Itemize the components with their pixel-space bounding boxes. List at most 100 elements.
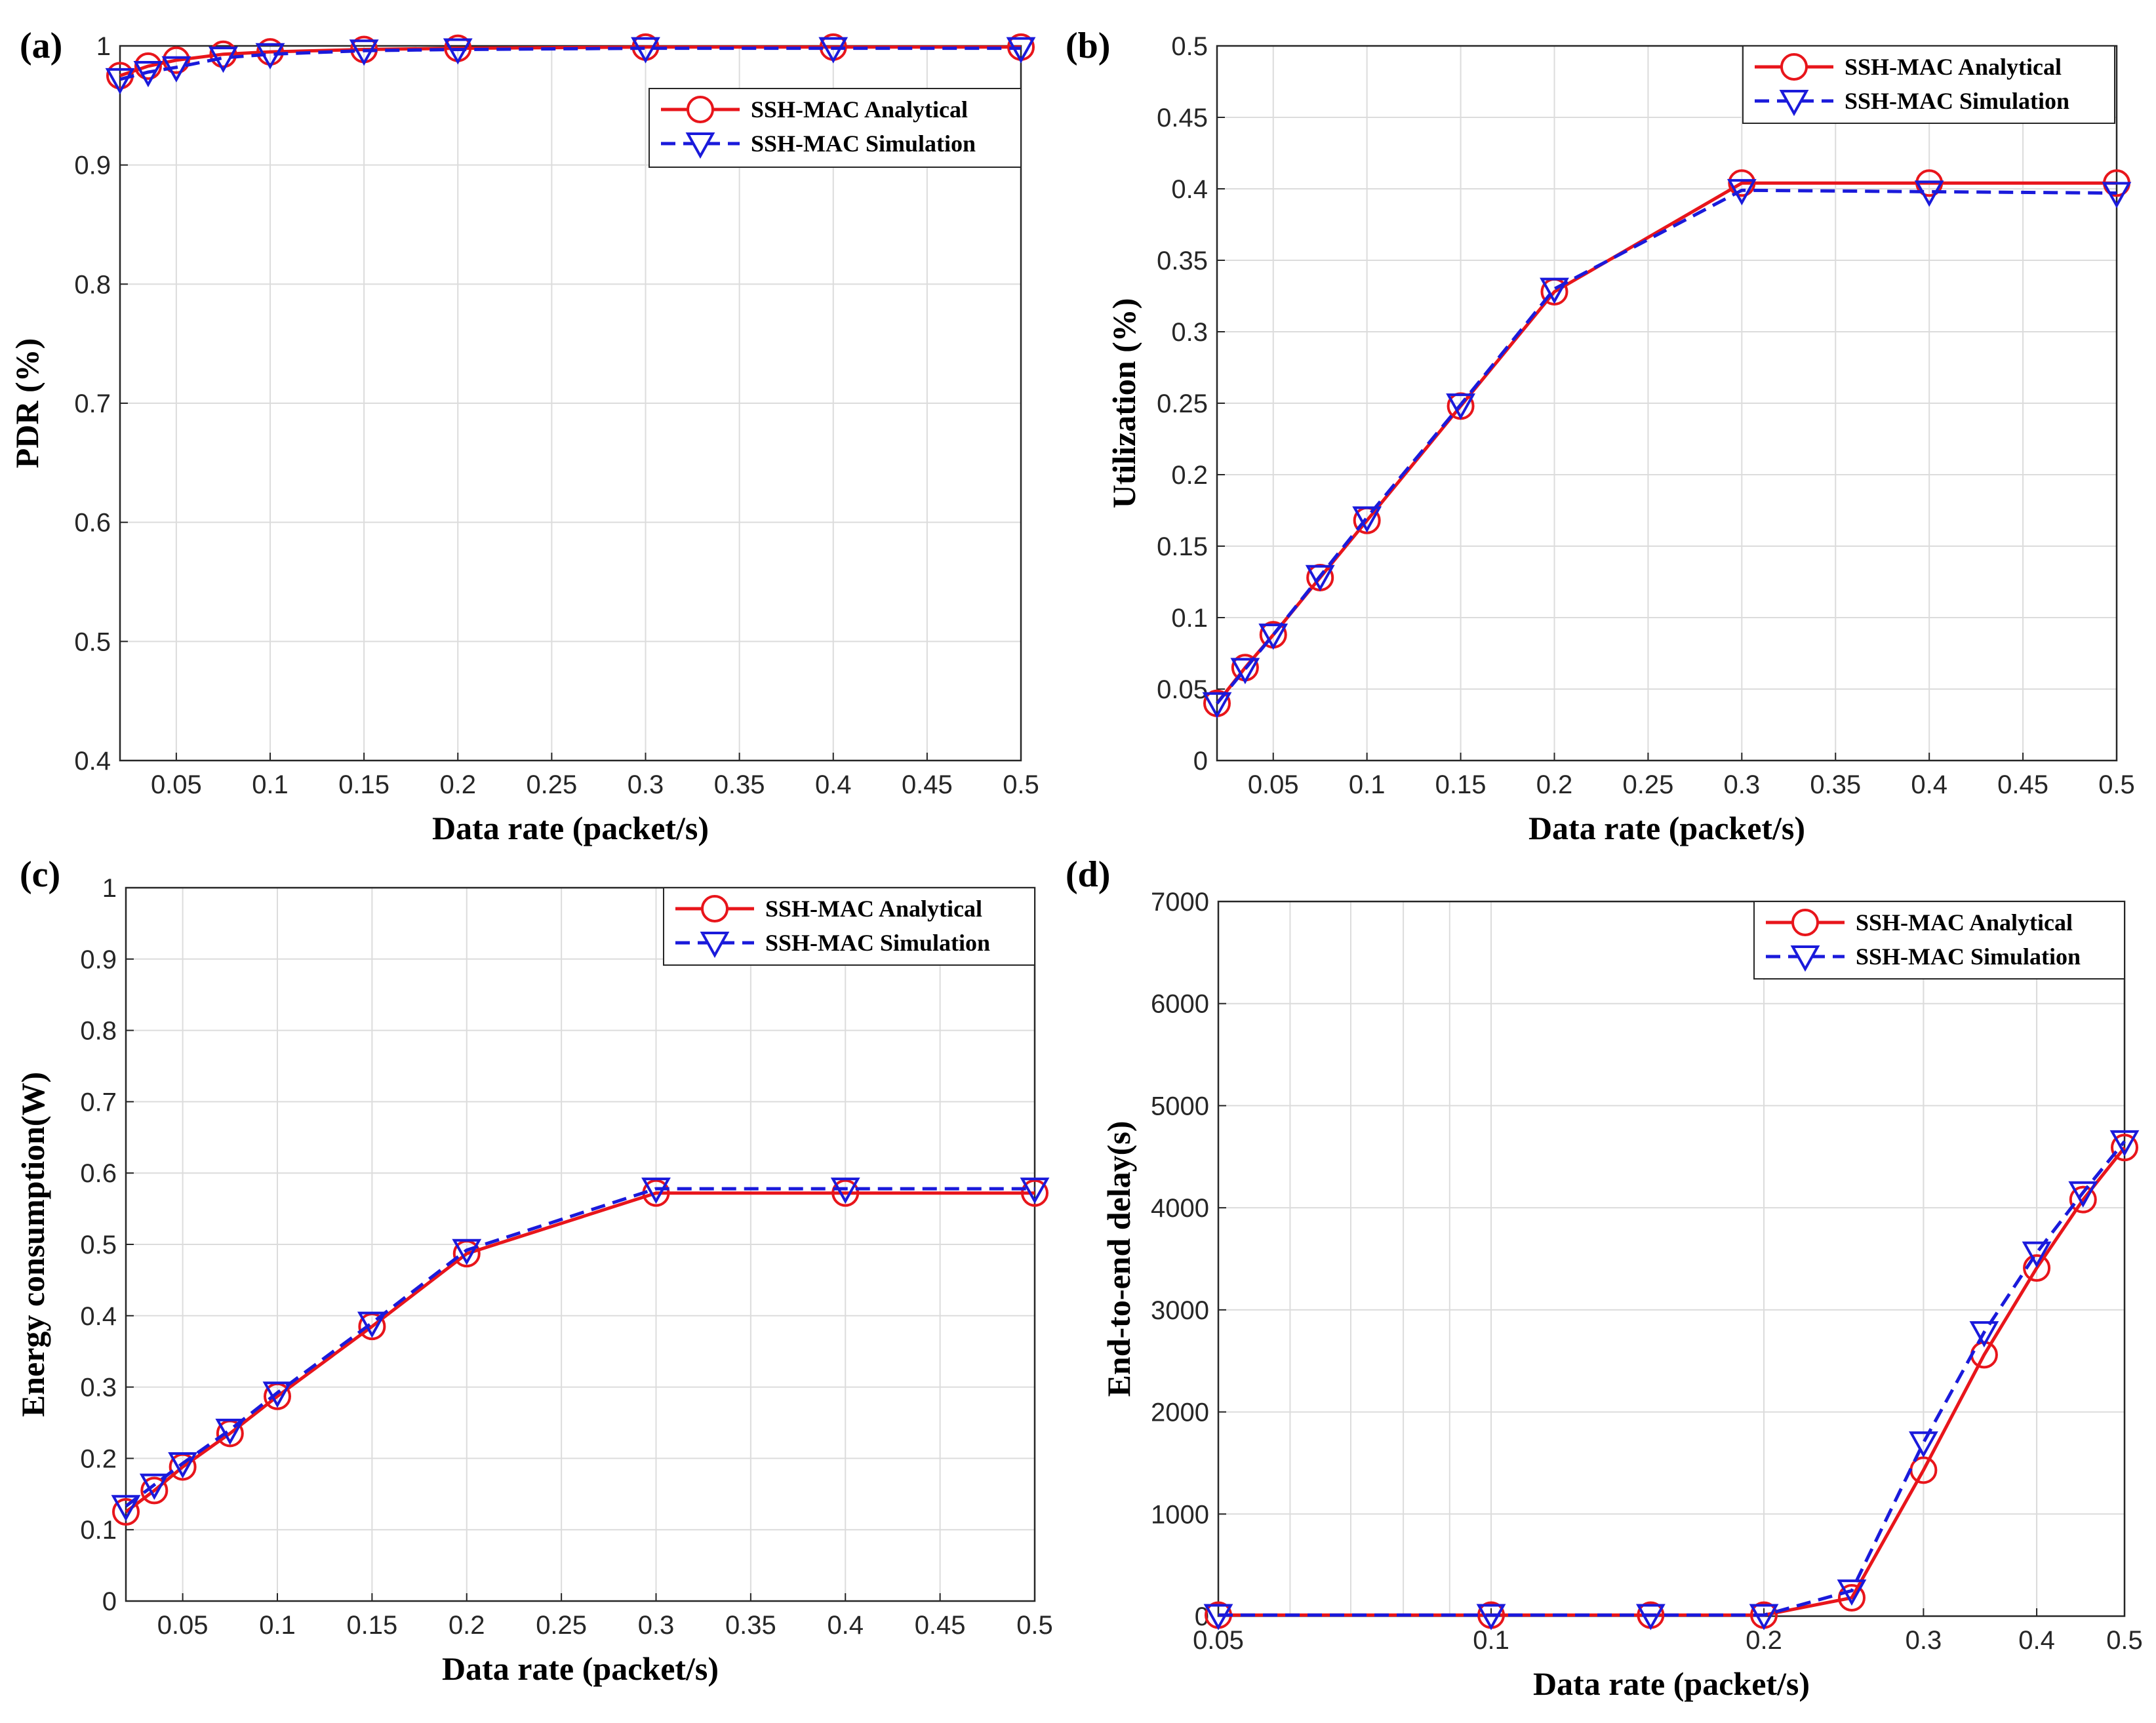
data-point xyxy=(255,43,285,69)
legend-marker xyxy=(685,132,715,159)
legend: SSH-MAC Analytical SSH-MAC Simulation xyxy=(663,887,1035,966)
series-line xyxy=(1218,1140,2126,1617)
x-tick-label: 0.2 xyxy=(449,1611,485,1640)
y-tick-label: 7000 xyxy=(1151,888,1209,917)
data-point xyxy=(1230,658,1260,684)
x-tick-label: 0.35 xyxy=(1810,770,1861,799)
x-tick-label: 0.5 xyxy=(1003,770,1039,799)
y-tick-label: 0.3 xyxy=(1171,318,1208,347)
legend-marker xyxy=(687,96,714,123)
x-tick-label: 0.4 xyxy=(815,770,852,799)
x-axis-title: Data rate (packet/s) xyxy=(1528,810,1805,846)
y-tick-label: 0.9 xyxy=(74,151,111,180)
series-line xyxy=(1216,188,2117,705)
data-point xyxy=(111,1495,141,1522)
data-point xyxy=(134,52,162,80)
x-tick-label: 0.3 xyxy=(1906,1626,1942,1655)
y-tick-label: 0.9 xyxy=(80,945,117,974)
x-tick-label: 0.05 xyxy=(151,770,202,799)
legend-label: SSH-MAC Analytical xyxy=(1856,909,2073,936)
x-tick-label: 0.05 xyxy=(157,1611,209,1640)
data-point xyxy=(105,68,135,94)
data-point xyxy=(1258,624,1288,650)
data-point xyxy=(349,39,379,66)
panel-d: 0.05 0.1 0.2 0.3 0.4 0.5 0 1000 2000 3000 4000 5000… xyxy=(1066,854,2143,1702)
data-point xyxy=(1352,506,1382,533)
data-point xyxy=(1476,1604,1506,1631)
x-tick-label: 0.3 xyxy=(628,770,664,799)
data-point xyxy=(641,1178,671,1204)
y-tick-label: 0 xyxy=(1193,747,1208,776)
x-tick-label: 0.15 xyxy=(338,770,389,799)
data-point xyxy=(1728,169,1756,197)
x-tick-label: 0.2 xyxy=(1746,1626,1782,1655)
y-tick-label: 0.05 xyxy=(1157,675,1208,704)
x-tick-label: 0.25 xyxy=(536,1611,587,1640)
x-tick-label: 0.3 xyxy=(638,1611,675,1640)
grid xyxy=(1217,45,2117,761)
data-point xyxy=(452,1238,482,1265)
data-point xyxy=(1021,1179,1048,1207)
x-tick-label: 0.15 xyxy=(346,1611,397,1640)
data-point xyxy=(1203,1604,1233,1631)
data-point xyxy=(1446,393,1475,420)
legend-label: SSH-MAC Simulation xyxy=(765,930,990,956)
x-axis-title: Data rate (packet/s) xyxy=(442,1650,719,1687)
x-tick-label: 0.45 xyxy=(902,770,953,799)
x-tick-label: 0.35 xyxy=(714,770,765,799)
data-point xyxy=(112,1498,140,1526)
y-tick-label: 1 xyxy=(102,874,117,903)
panel-b: 0.05 0.1 0.15 0.2 0.25 0.3 0.35 0.4 0.45 0.5 0 0.05… xyxy=(1066,26,2135,846)
data-point xyxy=(443,38,473,65)
legend-marker xyxy=(1790,945,1820,972)
data-point xyxy=(818,37,848,64)
y-tick-label: 0.5 xyxy=(1171,32,1208,61)
data-point xyxy=(1020,1178,1050,1204)
data-point xyxy=(1837,1583,1866,1612)
data-point xyxy=(1749,1604,1779,1631)
legend-label: SSH-MAC Simulation xyxy=(1856,943,2081,970)
x-tick-label: 0.1 xyxy=(259,1611,296,1640)
x-tick-label: 0.1 xyxy=(1349,770,1386,799)
y-tick-label: 2000 xyxy=(1151,1398,1209,1427)
ticks: 0.05 0.1 0.15 0.2 0.25 0.3 0.35 0.4 0.45 0.5 0 0.1 0… xyxy=(80,874,1052,1640)
y-axis-title: PDR (%) xyxy=(9,338,45,469)
x-tick-label: 0.4 xyxy=(827,1611,864,1640)
legend-label: SSH-MAC Analytical xyxy=(751,96,968,123)
x-axis-title: Data rate (packet/s) xyxy=(1533,1665,1810,1702)
y-tick-label: 0.1 xyxy=(1171,604,1208,633)
series-line xyxy=(125,1191,1035,1513)
grid xyxy=(126,887,1035,1602)
x-tick-label: 0.4 xyxy=(2018,1626,2055,1655)
data-point xyxy=(631,37,660,64)
data-point xyxy=(1837,1579,1867,1606)
series-group xyxy=(1203,1130,2140,1631)
x-tick-label: 0.1 xyxy=(1473,1626,1509,1655)
y-tick-label: 0.2 xyxy=(80,1444,117,1473)
data-point xyxy=(1908,1431,1938,1458)
x-tick-label: 0.25 xyxy=(1622,770,1673,799)
series-line xyxy=(1218,1146,2126,1617)
x-tick-label: 0.5 xyxy=(2106,1626,2143,1655)
data-point xyxy=(133,60,163,88)
y-tick-label: 0.45 xyxy=(1157,104,1208,132)
panel-label: (b) xyxy=(1066,26,1110,66)
legend-label: SSH-MAC Analytical xyxy=(765,896,982,922)
legend-marker xyxy=(1780,53,1808,81)
y-tick-label: 0.4 xyxy=(1171,175,1208,204)
y-tick-label: 0.5 xyxy=(80,1231,117,1259)
data-point xyxy=(168,1452,198,1479)
x-tick-label: 0.15 xyxy=(1435,770,1487,799)
data-point xyxy=(1305,564,1335,591)
y-tick-label: 1 xyxy=(96,32,111,61)
y-tick-label: 0.8 xyxy=(74,270,111,299)
data-point xyxy=(162,46,190,74)
legend-marker xyxy=(700,932,730,959)
y-tick-label: 3000 xyxy=(1151,1296,1209,1325)
y-tick-label: 0.35 xyxy=(1157,247,1208,275)
x-axis-title: Data rate (packet/s) xyxy=(432,810,709,846)
legend: SSH-MAC Analytical SSH-MAC Simulation xyxy=(1742,45,2115,124)
legend-marker xyxy=(701,895,729,922)
y-tick-label: 0.6 xyxy=(80,1159,117,1188)
x-tick-label: 0.2 xyxy=(1536,770,1573,799)
